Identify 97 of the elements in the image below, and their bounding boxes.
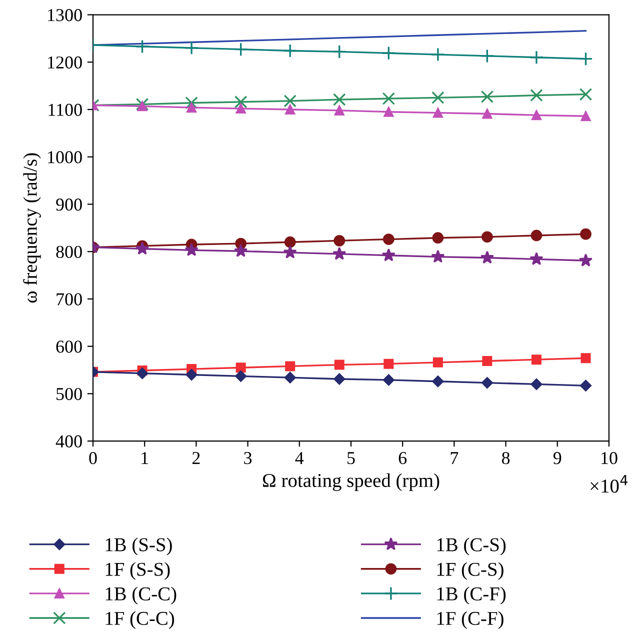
point: [136, 98, 149, 111]
legend-label: 1F (S-S): [106, 562, 170, 580]
point: [334, 105, 344, 116]
point: [283, 44, 298, 58]
x-tick-label: 9: [553, 452, 562, 464]
y-tick-label: 500: [56, 388, 82, 400]
point: [580, 228, 592, 240]
x-tick-label: 1: [142, 452, 148, 464]
point: [530, 378, 542, 390]
point: [235, 370, 247, 382]
y-tick-label: 1300: [48, 9, 82, 22]
point: [332, 246, 346, 260]
point: [332, 44, 346, 59]
legend-label: 1B (C-C): [106, 586, 176, 604]
y-tick-label: 900: [56, 198, 82, 211]
legend-label: 1B (C-F): [437, 586, 506, 604]
y-tick-label: 1000: [48, 151, 82, 164]
x-tick-label: 6: [398, 452, 407, 464]
point: [432, 108, 443, 118]
point: [334, 373, 346, 385]
legend-label: 1F (C-S): [437, 562, 504, 580]
point: [531, 354, 542, 365]
point: [432, 91, 444, 104]
point: [579, 88, 592, 101]
x-tick-label: 2: [192, 452, 200, 464]
point: [184, 40, 199, 56]
point: [580, 111, 591, 122]
point: [234, 96, 248, 108]
point: [234, 42, 248, 56]
point: [236, 362, 246, 373]
y-tick-label: 1200: [48, 56, 82, 69]
legend-label: 1F (C-F): [437, 611, 504, 629]
point: [382, 374, 394, 386]
x-tick-label: 5: [348, 452, 355, 464]
point: [285, 104, 296, 114]
legend-label: 1B (S-S): [106, 538, 172, 556]
point: [186, 369, 198, 380]
point: [136, 368, 148, 380]
point: [432, 376, 444, 388]
point: [481, 377, 493, 389]
y-tick-label: 1100: [48, 104, 82, 116]
point: [480, 90, 494, 104]
point: [332, 93, 346, 106]
point: [136, 242, 150, 255]
point: [480, 250, 494, 264]
point: [480, 48, 494, 64]
point: [382, 234, 394, 245]
point: [382, 92, 396, 105]
y-tick-label: 400: [56, 435, 82, 448]
point: [580, 353, 591, 364]
point: [530, 252, 544, 266]
point: [185, 96, 198, 110]
point: [186, 102, 197, 113]
x-tick-label: 8: [502, 452, 510, 464]
y-axis-title: ω frequency (rad/s): [23, 153, 41, 303]
x-tick-label: 10: [602, 452, 618, 464]
point: [482, 231, 493, 243]
point: [234, 244, 248, 258]
point: [382, 46, 396, 60]
text: ×10$^{4}$: [590, 475, 628, 493]
y-tick-label: 700: [56, 293, 82, 306]
point: [482, 108, 492, 119]
legend-label: 1F (C-C): [106, 611, 174, 629]
x-tick-label: 7: [450, 452, 458, 464]
point: [384, 358, 394, 369]
point: [530, 88, 543, 102]
point: [334, 360, 344, 370]
point: [184, 243, 198, 256]
point: [578, 254, 593, 266]
point: [431, 250, 445, 263]
point: [531, 110, 542, 120]
point: [384, 106, 394, 117]
point: [137, 101, 148, 112]
x-tick-label: 0: [89, 452, 97, 464]
y-tick-label: 600: [56, 340, 82, 353]
point: [283, 245, 297, 258]
point: [285, 361, 296, 372]
legend-label: 1B (C-S): [437, 538, 506, 556]
point: [382, 248, 396, 262]
point: [529, 50, 544, 64]
point: [578, 52, 593, 66]
point: [236, 104, 246, 114]
x-tick-label: 3: [244, 452, 252, 464]
y-tick-label: 800: [56, 246, 82, 258]
point: [482, 356, 492, 366]
point: [530, 230, 542, 242]
point: [284, 94, 296, 108]
point: [430, 47, 446, 62]
point: [432, 357, 443, 368]
point: [580, 380, 592, 392]
x-tick-label: 4: [295, 452, 304, 464]
point: [432, 232, 444, 244]
point: [334, 235, 346, 246]
point: [135, 39, 150, 54]
point: [284, 236, 296, 248]
point: [284, 372, 296, 384]
x-axis-title: Ω rotating speed (rpm): [262, 473, 440, 492]
